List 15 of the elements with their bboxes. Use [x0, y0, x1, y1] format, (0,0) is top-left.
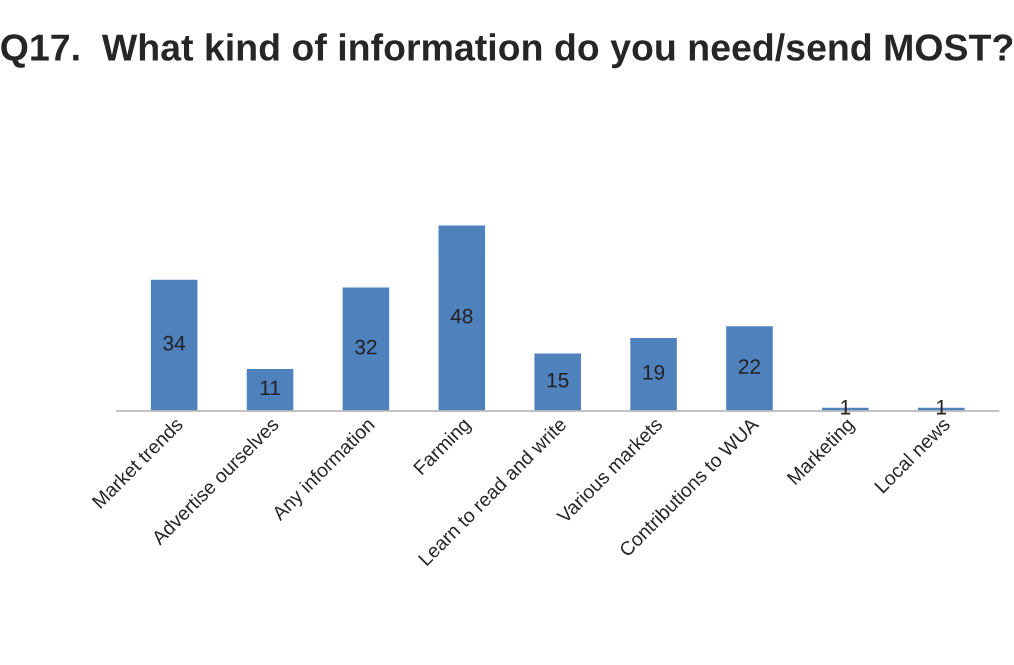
data-label: 22: [738, 359, 761, 374]
bar: [341, 286, 391, 411]
bar: [533, 352, 583, 411]
bar: [245, 367, 295, 411]
chart-title: Q17. What kind of information do you need/send MOST?: [1, 33, 1013, 69]
data-label: 48: [450, 308, 473, 324]
bar: [437, 224, 487, 411]
data-label: 15: [547, 372, 569, 388]
data-label: 19: [643, 364, 665, 380]
bar: [628, 336, 679, 411]
data-label: 11: [260, 380, 280, 396]
bar: [149, 278, 199, 411]
bar: [724, 324, 775, 411]
data-label: 34: [163, 335, 186, 351]
data-label: 32: [355, 339, 377, 355]
